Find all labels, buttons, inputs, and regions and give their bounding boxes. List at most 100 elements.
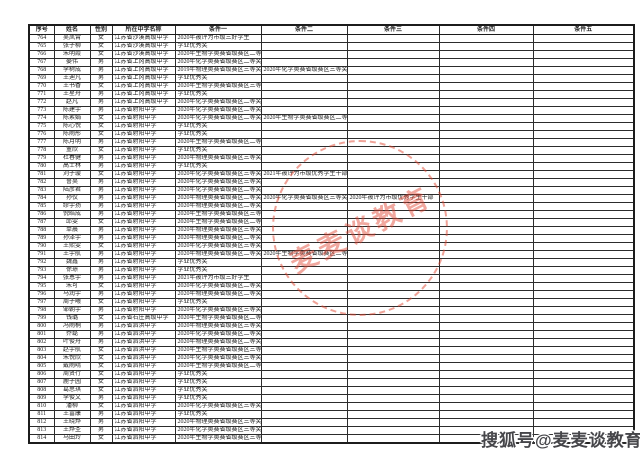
cell-index: 767 xyxy=(28,58,55,67)
cell-cond4 xyxy=(438,154,534,163)
cell-cond5 xyxy=(532,346,635,355)
cell-cond1: 学业优秀奖 xyxy=(174,394,262,403)
cell-name: 陈建宇 xyxy=(53,106,91,115)
cell-cond1: 学业优秀奖 xyxy=(174,386,262,395)
table-row: 801 乔磊男江苏省泗洪中学 2020年化学奥赛省级赛区二等奖 xyxy=(28,330,635,339)
cell-cond1: 2020年被评为市级三好学生 xyxy=(174,34,262,43)
cell-cond1: 2020年物理奥赛省级赛区三等奖 xyxy=(174,226,262,235)
cell-name: 王星舟 xyxy=(53,90,91,99)
cell-school: 江苏省射阳中学 xyxy=(111,242,176,251)
cell-index: 801 xyxy=(28,330,55,339)
cell-cond5 xyxy=(532,50,635,59)
cell-index: 811 xyxy=(28,410,55,419)
cell-cond2 xyxy=(260,122,348,131)
cell-index: 787 xyxy=(28,218,55,227)
header-col-school: 所在中学名称 xyxy=(111,24,176,35)
cell-cond5 xyxy=(532,66,635,75)
cell-cond4 xyxy=(438,338,534,347)
cell-cond4 xyxy=(438,362,534,371)
cell-cond4 xyxy=(438,186,534,195)
cell-index: 804 xyxy=(28,354,55,363)
cell-school: 江苏省泗洪中学 xyxy=(111,354,176,363)
cell-cond3 xyxy=(346,394,440,403)
cell-name: 高士林 xyxy=(53,162,91,171)
cell-cond3: 2020年被评为市级优秀学生干部 xyxy=(346,194,440,203)
cell-cond4 xyxy=(438,330,534,339)
cell-index: 792 xyxy=(28,258,55,267)
cell-name: 李俊文 xyxy=(53,394,91,403)
cell-cond2 xyxy=(260,394,348,403)
cell-cond4 xyxy=(438,66,534,75)
table-row: 773 陈建宇男江苏省射阳中学 2020年化学奥赛省级赛区二等奖 xyxy=(28,106,635,115)
table-row: 789 孙泽宇男江苏省射阳中学 2020年物理奥赛省级赛区二等奖 xyxy=(28,234,635,243)
table-row: 799 钱璐女江苏省石庄高级中学 2020年生物学奥赛省级赛区二等奖 xyxy=(28,314,635,323)
cell-cond1: 2020年化学奥赛省级赛区三等奖 xyxy=(174,242,262,251)
cell-name: 戴雨晴 xyxy=(53,362,91,371)
cell-gender: 女 xyxy=(89,170,113,179)
cell-index: 783 xyxy=(28,186,55,195)
cell-name: 陈心悦 xyxy=(53,122,91,131)
cell-school: 江苏省射阳中学 xyxy=(111,146,176,155)
cell-cond4 xyxy=(438,298,534,307)
table-row: 778 董欣女江苏省射阳中学 学业优秀奖 xyxy=(28,146,635,155)
cell-gender: 男 xyxy=(89,194,113,203)
cell-cond5 xyxy=(532,154,635,163)
cell-school: 江苏省沙溪高级中学 xyxy=(111,50,176,59)
cell-index: 800 xyxy=(28,322,55,331)
cell-name: 周贤行 xyxy=(53,370,91,379)
cell-index: 795 xyxy=(28,282,55,291)
table-row: 788 单晨男江苏省射阳中学 2020年物理奥赛省级赛区三等奖 xyxy=(28,226,635,235)
table-row: 804 朱悦欣女江苏省泗洪中学 2020年化学奥赛省级赛区三等奖 xyxy=(28,354,635,363)
cell-cond2 xyxy=(260,226,348,235)
cell-cond5 xyxy=(532,202,635,211)
table-row: 774 陈素娟女江苏省射阳中学 2020年化学奥赛省级赛区二等奖 2020年生物学奥赛… xyxy=(28,114,635,123)
cell-gender: 女 xyxy=(89,282,113,291)
cell-cond1: 2020年物理奥赛省级赛区二等奖 xyxy=(174,234,262,243)
table-row: 782 鲁昊男江苏省射阳中学 2020年化学奥赛省级赛区三等奖 xyxy=(28,178,635,187)
cell-school: 江苏省泗阳中学 xyxy=(111,362,176,371)
cell-index: 802 xyxy=(28,338,55,347)
sohu-account-watermark: 搜狐号@麦麦谈教育 xyxy=(481,431,640,450)
cell-cond4 xyxy=(438,386,534,395)
cell-school: 江苏省泗阳中学 xyxy=(111,370,176,379)
cell-gender: 女 xyxy=(89,130,113,139)
cell-cond4 xyxy=(438,322,534,331)
header-col-cond4: 条件四 xyxy=(438,24,534,35)
cell-cond3 xyxy=(346,434,440,444)
cell-cond3 xyxy=(346,154,440,163)
cell-school: 江苏省泗洪中学 xyxy=(111,322,176,331)
cell-index: 769 xyxy=(28,74,55,83)
cell-school: 江苏省射阳中学 xyxy=(111,218,176,227)
cell-cond4 xyxy=(438,202,534,211)
cell-index: 778 xyxy=(28,146,55,155)
cell-index: 781 xyxy=(28,170,55,179)
table-row: 814 马田玲女江苏省泗阳中学 2020年生物学奥赛省级赛区三等奖 xyxy=(28,434,635,444)
cell-cond3 xyxy=(346,410,440,419)
cell-cond2 xyxy=(260,314,348,323)
cell-cond4 xyxy=(438,266,534,275)
cell-cond5 xyxy=(532,354,635,363)
cell-index: 809 xyxy=(28,394,55,403)
cell-cond2 xyxy=(260,274,348,283)
cell-index: 784 xyxy=(28,194,55,203)
table-row: 806 周贤行女江苏省泗阳中学 学业优秀奖 xyxy=(28,370,635,379)
cell-name: 张子柳 xyxy=(53,42,91,51)
cell-cond1: 2021年被评为市级三好学生 xyxy=(174,274,262,283)
cell-cond2 xyxy=(260,74,348,83)
cell-cond2 xyxy=(260,58,348,67)
header-col-index: 序号 xyxy=(28,24,55,35)
cell-gender: 男 xyxy=(89,202,113,211)
cell-name: 陈素娟 xyxy=(53,114,91,123)
cell-name: 倪皓成 xyxy=(53,210,91,219)
cell-cond4 xyxy=(438,242,534,251)
cell-index: 798 xyxy=(28,306,55,315)
cell-gender: 男 xyxy=(89,322,113,331)
cell-school: 江苏省泗洪中学 xyxy=(111,346,176,355)
cell-gender: 男 xyxy=(89,410,113,419)
cell-index: 794 xyxy=(28,274,55,283)
table-row: 800 冯雨桐男江苏省泗洪中学 2020年物理奥赛省级赛区三等奖 xyxy=(28,322,635,331)
cell-name: 赵宇航 xyxy=(53,346,91,355)
cell-cond3 xyxy=(346,122,440,131)
header-col-cond5: 条件五 xyxy=(532,24,635,35)
cell-gender: 女 xyxy=(89,242,113,251)
